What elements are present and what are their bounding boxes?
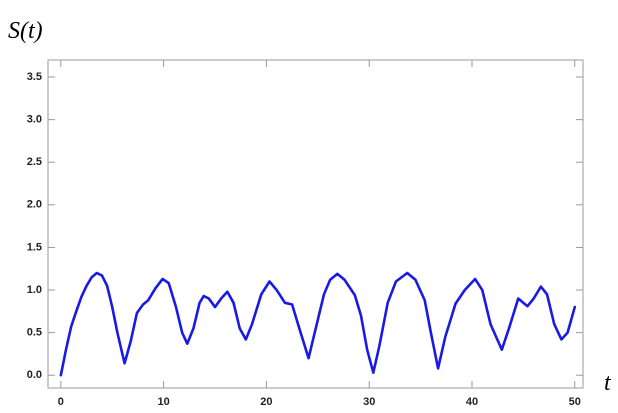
y-axis-label: S(t) — [8, 18, 43, 44]
y-tick-label: 0.5 — [27, 327, 42, 339]
y-tick-label: 3.5 — [27, 71, 42, 83]
x-axis-label: t — [604, 370, 612, 396]
data-line — [59, 271, 577, 377]
x-tick-label: 40 — [466, 396, 478, 408]
plot-frame — [47, 59, 584, 389]
x-tick-label: 10 — [158, 396, 170, 408]
y-tick-label: 2.5 — [27, 156, 42, 168]
y-tick-label: 1.0 — [27, 284, 42, 296]
x-tick-label: 30 — [363, 396, 375, 408]
y-tick-label: 0.0 — [27, 369, 42, 381]
y-tick-label: 1.5 — [27, 241, 42, 253]
x-tick-label: 50 — [569, 396, 581, 408]
x-tick-label: 0 — [58, 396, 64, 408]
y-tick-label: 2.0 — [27, 199, 42, 211]
y-tick-label: 3.0 — [27, 114, 42, 126]
x-tick-label: 20 — [260, 396, 272, 408]
